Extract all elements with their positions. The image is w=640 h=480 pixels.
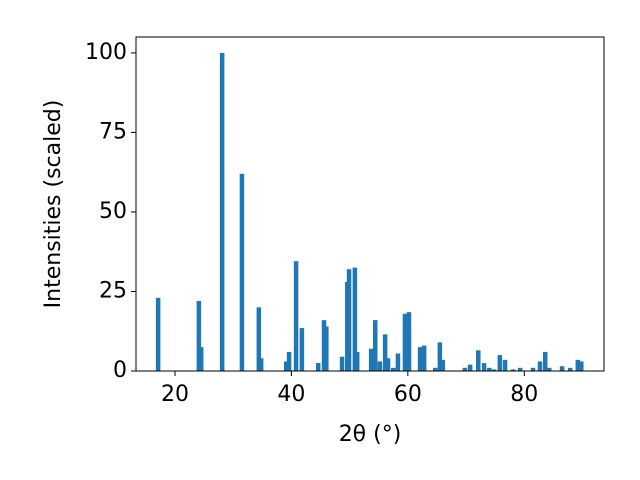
bar — [346, 269, 352, 371]
bar — [437, 342, 443, 371]
bar — [491, 369, 497, 371]
bar — [481, 363, 487, 371]
y-axis-label: Intensities (scaled) — [41, 100, 66, 309]
x-tick-label: 20 — [161, 382, 189, 407]
bar — [196, 301, 202, 371]
bar — [547, 367, 552, 371]
bar — [352, 267, 358, 371]
bar — [530, 367, 536, 371]
bar — [377, 361, 383, 371]
bar — [402, 313, 408, 371]
bar — [299, 328, 305, 371]
bar — [432, 367, 438, 371]
bar — [467, 364, 473, 371]
bar — [321, 320, 327, 371]
bar — [559, 366, 565, 371]
bar — [372, 320, 378, 371]
bar — [315, 363, 321, 371]
bar — [476, 350, 481, 371]
bar — [256, 307, 262, 371]
y-tick-label: 75 — [99, 119, 127, 144]
bar — [324, 326, 329, 371]
bar — [462, 367, 468, 371]
bar — [155, 297, 161, 371]
bar — [283, 361, 289, 371]
bar — [575, 359, 581, 371]
bar — [517, 367, 523, 371]
bar — [286, 351, 292, 371]
x-tick-label: 60 — [394, 382, 422, 407]
bar — [385, 358, 391, 371]
bar — [421, 345, 427, 371]
bar — [567, 367, 573, 371]
bar — [258, 358, 264, 371]
bar — [502, 359, 508, 371]
y-tick-label: 0 — [113, 358, 127, 383]
bar — [497, 355, 503, 371]
bar — [293, 261, 299, 371]
bar — [239, 173, 245, 371]
bar — [510, 369, 516, 371]
plot-frame — [135, 36, 605, 372]
y-tick-label: 50 — [99, 199, 127, 224]
bar — [440, 359, 446, 371]
bar — [368, 348, 374, 371]
y-tick-label: 25 — [99, 278, 127, 303]
bar — [382, 334, 388, 371]
bar — [579, 361, 584, 371]
x-tick-label: 40 — [277, 382, 305, 407]
bar — [339, 356, 345, 371]
bar — [354, 351, 360, 371]
bar — [395, 353, 401, 371]
bar — [417, 347, 423, 371]
bar — [537, 361, 543, 371]
bar — [542, 351, 548, 371]
bar — [198, 347, 204, 371]
x-tick-label: 80 — [510, 382, 538, 407]
y-tick-label: 100 — [85, 40, 127, 65]
bar — [219, 52, 225, 372]
bar — [391, 367, 396, 371]
bar — [487, 367, 492, 371]
x-axis-label: 2θ (°) — [339, 422, 402, 447]
bar — [406, 312, 412, 371]
